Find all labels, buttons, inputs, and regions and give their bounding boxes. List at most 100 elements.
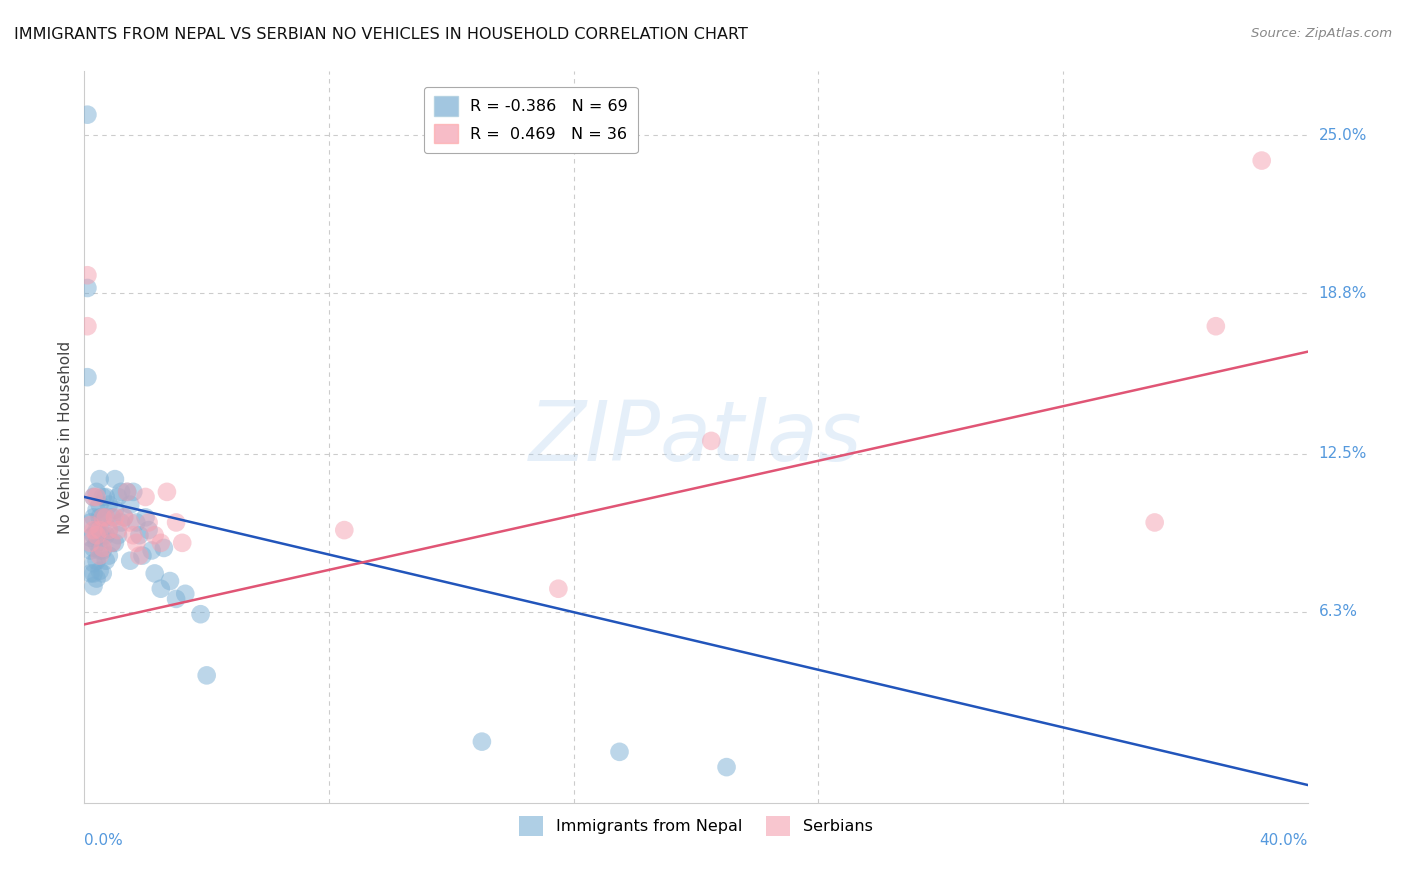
Point <box>76 319 98 334</box>
Point <box>83 541 105 555</box>
Point <box>76 370 98 384</box>
Point <box>89 510 111 524</box>
Point <box>120 516 142 530</box>
Point <box>86 536 108 550</box>
Point <box>83 510 105 524</box>
Point <box>86 484 108 499</box>
Point <box>122 484 145 499</box>
Point <box>115 484 138 499</box>
Point <box>79 531 101 545</box>
Point <box>110 484 132 499</box>
Point <box>86 490 108 504</box>
Point <box>91 566 114 581</box>
Point <box>128 549 150 563</box>
Point <box>112 510 135 524</box>
Text: ZIPatlas: ZIPatlas <box>529 397 863 477</box>
Point <box>79 518 101 533</box>
Point <box>89 498 111 512</box>
Point <box>135 510 157 524</box>
Point <box>107 523 129 537</box>
Point <box>91 490 114 504</box>
Point <box>135 490 157 504</box>
Text: 6.3%: 6.3% <box>1319 604 1358 619</box>
Point <box>138 516 160 530</box>
Point <box>76 281 98 295</box>
Point <box>700 434 723 448</box>
Point <box>79 543 101 558</box>
Point <box>120 554 142 568</box>
Point <box>83 490 105 504</box>
Point <box>91 510 114 524</box>
Point <box>471 734 494 748</box>
Point <box>104 502 127 516</box>
Point <box>97 523 120 537</box>
Point <box>91 528 114 542</box>
Point <box>143 566 166 581</box>
Point <box>94 510 117 524</box>
Point <box>101 510 124 524</box>
Text: 12.5%: 12.5% <box>1319 446 1367 461</box>
Point <box>97 498 120 512</box>
Point <box>172 536 194 550</box>
Point <box>86 554 108 568</box>
Text: 40.0%: 40.0% <box>1260 833 1308 848</box>
Point <box>94 528 117 542</box>
Point <box>547 582 569 596</box>
Point <box>86 502 108 516</box>
Point <box>86 572 108 586</box>
Point <box>76 108 98 122</box>
Point <box>97 523 120 537</box>
Point <box>609 745 631 759</box>
Point <box>79 516 101 530</box>
Point <box>104 510 127 524</box>
Point <box>91 510 114 524</box>
Point <box>159 574 181 588</box>
Point <box>1205 319 1227 334</box>
Point <box>79 566 101 581</box>
Point <box>83 566 105 581</box>
Point <box>125 516 148 530</box>
Point <box>94 490 117 504</box>
Text: Source: ZipAtlas.com: Source: ZipAtlas.com <box>1251 27 1392 40</box>
Point <box>89 528 111 542</box>
Point <box>94 510 117 524</box>
Point <box>120 498 142 512</box>
Point <box>76 268 98 283</box>
Point <box>149 536 172 550</box>
Text: IMMIGRANTS FROM NEPAL VS SERBIAN NO VEHICLES IN HOUSEHOLD CORRELATION CHART: IMMIGRANTS FROM NEPAL VS SERBIAN NO VEHI… <box>14 27 748 42</box>
Point <box>131 549 153 563</box>
Point <box>83 579 105 593</box>
Point <box>107 490 129 504</box>
Legend: Immigrants from Nepal, Serbians: Immigrants from Nepal, Serbians <box>513 810 879 842</box>
Point <box>86 523 108 537</box>
Point <box>104 536 127 550</box>
Point <box>101 536 124 550</box>
Point <box>165 591 187 606</box>
Point <box>110 516 132 530</box>
Point <box>94 554 117 568</box>
Point <box>91 541 114 555</box>
Text: 0.0%: 0.0% <box>84 833 124 848</box>
Point <box>83 556 105 570</box>
Y-axis label: No Vehicles in Household: No Vehicles in Household <box>58 341 73 533</box>
Point <box>97 549 120 563</box>
Point <box>333 523 356 537</box>
Point <box>143 528 166 542</box>
Point <box>716 760 738 774</box>
Point <box>89 543 111 558</box>
Text: 18.8%: 18.8% <box>1319 285 1367 301</box>
Point <box>190 607 212 622</box>
Text: 25.0%: 25.0% <box>1319 128 1367 143</box>
Point <box>115 484 138 499</box>
Point <box>149 582 172 596</box>
Point <box>104 472 127 486</box>
Point <box>91 543 114 558</box>
Point <box>138 523 160 537</box>
Point <box>79 536 101 550</box>
Point <box>141 543 163 558</box>
Point <box>1250 153 1272 168</box>
Point <box>195 668 218 682</box>
Point <box>122 528 145 542</box>
Point <box>156 484 179 499</box>
Point <box>83 528 105 542</box>
